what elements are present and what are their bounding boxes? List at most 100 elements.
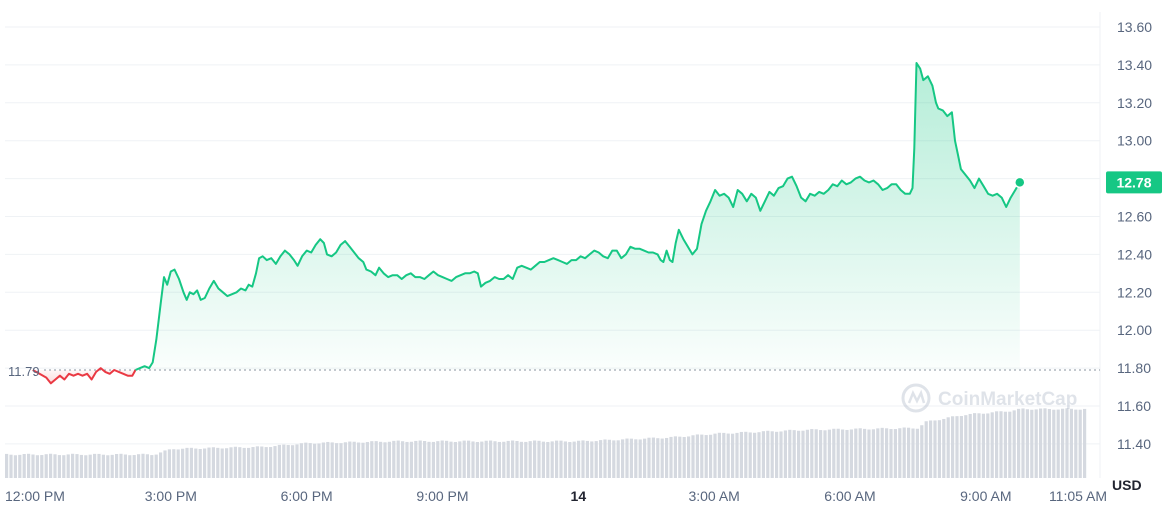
volume-bar [163, 450, 167, 478]
volume-bar [590, 441, 594, 478]
volume-bar [304, 442, 308, 478]
volume-bar [273, 446, 277, 478]
volume-bar [981, 413, 985, 478]
volume-bar [735, 432, 739, 478]
y-axis: 13.6013.4013.2013.0012.8012.6012.4012.20… [1117, 19, 1152, 452]
volume-bar [379, 441, 383, 478]
current-price-badge: 12.78 [1106, 171, 1162, 194]
volume-bar [863, 428, 867, 478]
volume-bar [770, 431, 774, 478]
volume-bar [1052, 409, 1056, 478]
volume-bar [299, 443, 303, 478]
volume-bar [176, 449, 180, 478]
volume-bar [801, 430, 805, 478]
volume-bar [181, 448, 185, 478]
volume-bar [537, 440, 541, 478]
volume-bar [79, 454, 83, 478]
volume-bar [1025, 409, 1029, 478]
volume-bar [1069, 408, 1073, 478]
volume-bar [805, 429, 809, 478]
volume-bar [964, 415, 968, 478]
volume-bar [282, 444, 286, 478]
volume-bar [766, 430, 770, 478]
y-tick-label: 12.00 [1117, 322, 1152, 338]
coinmarketcap-logo-icon [901, 383, 931, 413]
volume-bar [383, 442, 387, 478]
volume-bar [247, 447, 251, 478]
volume-bar [911, 428, 915, 478]
volume-bar [436, 441, 440, 478]
volume-bar [313, 443, 317, 478]
volume-bar [216, 447, 220, 478]
volume-bar [682, 437, 686, 478]
volume-bar [867, 429, 871, 478]
volume-bar [995, 411, 999, 478]
volume-bar [1074, 409, 1078, 478]
volume-bar [836, 428, 840, 478]
volume-bar [159, 452, 163, 478]
volume-bar [783, 430, 787, 478]
volume-bar [647, 437, 651, 478]
volume-bar [748, 432, 752, 478]
volume-bar [1003, 411, 1007, 478]
volume-bar [18, 454, 22, 478]
volume-bar [691, 435, 695, 478]
volume-bar [1017, 408, 1021, 478]
volume-bar [788, 429, 792, 478]
volume-bar [123, 454, 127, 478]
volume-bar [110, 454, 114, 478]
volume-bar [999, 411, 1003, 478]
volume-bar [167, 449, 171, 478]
volume-bar [150, 455, 154, 478]
volume-bar [370, 441, 374, 478]
volume-bar [898, 428, 902, 478]
volume-bar [361, 442, 365, 478]
volume-bar [1008, 411, 1012, 478]
volume-bar [550, 441, 554, 478]
volume-bar [154, 454, 158, 478]
volume-bar [845, 429, 849, 478]
volume-bar [348, 441, 352, 478]
x-tick-label: 3:00 PM [145, 488, 197, 504]
volume-bar [321, 442, 325, 478]
volume-bar [405, 441, 409, 478]
volume-bar [933, 420, 937, 478]
volume-bar [893, 429, 897, 478]
volume-bar [643, 438, 647, 478]
volume-bar [687, 436, 691, 478]
volume-bar [93, 453, 97, 478]
volume-bar [75, 454, 79, 478]
volume-bar [709, 434, 713, 478]
volume-bar [449, 441, 453, 478]
volume-bar [141, 453, 145, 478]
volume-bar [665, 437, 669, 478]
volume-bar [1061, 408, 1065, 478]
volume-bar [559, 440, 563, 478]
current-price-badge-bg [1106, 171, 1162, 194]
volume-bar [519, 441, 523, 478]
volume-bar [841, 429, 845, 478]
current-price-dot[interactable] [1014, 176, 1026, 189]
y-tick-label: 12.40 [1117, 246, 1152, 262]
volume-bar [753, 432, 757, 478]
volume-bar [251, 447, 255, 478]
volume-bar [132, 455, 136, 478]
volume-bar [291, 445, 295, 478]
volume-bar [62, 455, 66, 478]
volume-bar [409, 441, 413, 478]
volume-bar [115, 454, 119, 478]
y-tick-label: 12.60 [1117, 209, 1152, 225]
volume-bar [106, 455, 110, 478]
volume-bar [1021, 408, 1025, 478]
volume-bar [1030, 409, 1034, 478]
volume-bar [1012, 410, 1016, 478]
volume-bar [352, 441, 356, 478]
volume-bar [515, 441, 519, 478]
volume-bar [207, 447, 211, 478]
volume-bar [946, 417, 950, 478]
volume-bar [506, 440, 510, 478]
x-tick-label: 14 [571, 488, 587, 504]
volume-bar [431, 441, 435, 478]
volume-bar [629, 438, 633, 478]
